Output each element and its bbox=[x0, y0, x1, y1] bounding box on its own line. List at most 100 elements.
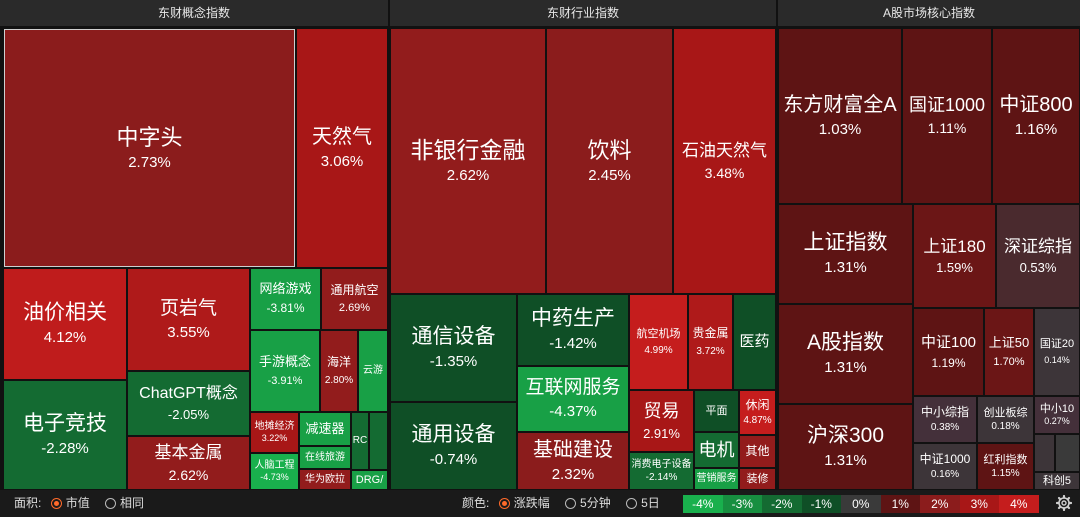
tile[interactable]: 基础建设 2.32% bbox=[517, 432, 629, 490]
tile[interactable]: 中药生产 -1.42% bbox=[517, 294, 629, 366]
tile[interactable]: 上证指数 1.31% bbox=[778, 204, 913, 304]
tile-name: 深证综指 bbox=[1004, 236, 1072, 256]
tile[interactable]: 地摊经济 3.22% bbox=[250, 412, 299, 453]
color-option-change[interactable]: 涨跌幅 bbox=[498, 496, 550, 510]
tile[interactable]: 华为欧拉 bbox=[299, 469, 351, 490]
tile[interactable]: 上证180 1.59% bbox=[913, 204, 996, 308]
tile-name: 上证50 bbox=[988, 334, 1030, 350]
tile[interactable]: 中小10 0.27% bbox=[1034, 396, 1080, 434]
tile[interactable]: 中证100 1.19% bbox=[913, 308, 984, 396]
tile-name: 人脑工程 bbox=[254, 459, 295, 471]
tile[interactable]: 人脑工程 -4.73% bbox=[250, 453, 299, 490]
color-option-5min[interactable]: 5分钟 bbox=[565, 496, 611, 510]
tile[interactable]: 国证1000 1.11% bbox=[902, 28, 992, 204]
tile[interactable]: 消费电子设备 -2.14% bbox=[629, 452, 694, 490]
tile[interactable]: 石油天然气 3.48% bbox=[673, 28, 776, 294]
area-option-equal[interactable]: 相同 bbox=[105, 496, 144, 510]
tile-change: 4.12% bbox=[43, 329, 87, 347]
tile[interactable]: 饮料 2.45% bbox=[546, 28, 673, 294]
tile-change: -4.73% bbox=[260, 472, 289, 483]
tile[interactable]: 贸易 2.91% bbox=[629, 390, 694, 452]
tile[interactable]: 红利指数 1.15% bbox=[977, 443, 1034, 490]
tile-name: 减速器 bbox=[305, 420, 345, 436]
tile-name: 通用航空 bbox=[330, 282, 379, 297]
tile-change: 1.03% bbox=[818, 120, 862, 138]
tile-name: 中药生产 bbox=[531, 307, 615, 331]
panel-title-industry: 东财行业指数 bbox=[390, 0, 776, 27]
tile[interactable]: 中证1000 0.16% bbox=[913, 443, 977, 490]
tile[interactable]: 网络游戏 -3.81% bbox=[250, 268, 321, 330]
tile[interactable]: 其他 bbox=[739, 435, 776, 468]
tile-name: 贸易 bbox=[643, 401, 680, 421]
legend-swatch: 4% bbox=[999, 495, 1039, 513]
tile-change: 1.59% bbox=[936, 260, 973, 276]
tile[interactable]: A股指数 1.31% bbox=[778, 304, 913, 404]
tile-name: 电子竞技 bbox=[23, 412, 107, 436]
tile[interactable]: RC bbox=[351, 412, 369, 470]
radio-icon bbox=[565, 498, 577, 509]
tile[interactable]: 天然气 3.06% bbox=[296, 28, 388, 268]
legend-swatch: -4% bbox=[683, 495, 723, 513]
tile-name: 其他 bbox=[745, 443, 770, 458]
tile-name: DRG/ bbox=[355, 473, 384, 486]
tile[interactable]: 非银行金融 2.62% bbox=[390, 28, 546, 294]
tile-name: 油价相关 bbox=[23, 301, 107, 325]
tile[interactable]: 航空机场 4.99% bbox=[629, 294, 688, 390]
tile-name: 在线旅游 bbox=[305, 451, 345, 463]
area-option-market-cap[interactable]: 市值 bbox=[50, 496, 90, 510]
tile[interactable]: 沪深300 1.31% bbox=[778, 404, 913, 490]
tile-change: 0.18% bbox=[991, 421, 1020, 433]
tile-name: 休闲 bbox=[745, 398, 770, 413]
radio-icon bbox=[498, 498, 510, 509]
tile[interactable] bbox=[1055, 434, 1080, 472]
gear-icon[interactable] bbox=[1056, 495, 1072, 511]
tile-change: 2.45% bbox=[588, 166, 631, 184]
tile[interactable]: 深证综指 0.53% bbox=[996, 204, 1080, 308]
tile[interactable]: 医药 bbox=[733, 294, 776, 390]
tile-change: 2.73% bbox=[128, 153, 171, 171]
area-mode-group: 面积: 市值 相同 bbox=[14, 490, 144, 517]
tile-change: -1.42% bbox=[549, 335, 597, 353]
tile-change: 0.16% bbox=[930, 468, 960, 480]
tile[interactable]: 营销服务 bbox=[694, 468, 739, 490]
tile-change: 1.19% bbox=[931, 355, 966, 370]
tile-name: 创业板综 bbox=[983, 406, 1028, 419]
tile[interactable]: 通用设备 -0.74% bbox=[390, 402, 517, 490]
tile[interactable]: ChatGPT概念 -2.05% bbox=[127, 371, 250, 436]
tile[interactable]: 上证50 1.70% bbox=[984, 308, 1034, 396]
tile[interactable]: 页岩气 3.55% bbox=[127, 268, 250, 371]
tile[interactable]: 科创5 bbox=[1034, 472, 1080, 490]
tile[interactable]: 中证800 1.16% bbox=[992, 28, 1080, 204]
tile[interactable]: DRG/ bbox=[351, 470, 388, 490]
color-option-5day[interactable]: 5日 bbox=[626, 496, 660, 510]
tile[interactable]: 海洋 2.80% bbox=[320, 330, 358, 412]
tile[interactable]: 创业板综 0.18% bbox=[977, 396, 1034, 443]
tile[interactable]: 减速器 bbox=[299, 412, 351, 446]
treemap: 中字头 2.73% 天然气 3.06% 油价相关 4.12% 页岩气 3.55% 电子竞技 -2.… bbox=[3, 28, 1080, 490]
tile[interactable]: 互联网服务 -4.37% bbox=[517, 366, 629, 432]
tile[interactable]: 通信设备 -1.35% bbox=[390, 294, 517, 402]
tile[interactable]: 通用航空 2.69% bbox=[321, 268, 388, 330]
tile[interactable]: 装修 bbox=[739, 468, 776, 490]
tile[interactable]: 平面 bbox=[694, 390, 739, 432]
tile[interactable]: 云游 bbox=[358, 330, 388, 412]
tile[interactable]: 油价相关 4.12% bbox=[3, 268, 127, 380]
tile-change: -2.05% bbox=[167, 407, 210, 423]
tile[interactable]: 电机 bbox=[694, 432, 739, 468]
tile[interactable]: 电子竞技 -2.28% bbox=[3, 380, 127, 490]
tile[interactable]: 国证20 0.14% bbox=[1034, 308, 1080, 396]
tile[interactable]: 休闲 4.87% bbox=[739, 390, 776, 435]
tile[interactable]: 中字头 2.73% bbox=[3, 28, 296, 268]
tile[interactable]: 中小综指 0.38% bbox=[913, 396, 977, 443]
tile[interactable]: 东方财富全A 1.03% bbox=[778, 28, 902, 204]
legend-swatch: 0% bbox=[841, 495, 881, 513]
tile[interactable] bbox=[369, 412, 388, 470]
tile-name: 互联网服务 bbox=[525, 377, 621, 399]
tile[interactable]: 手游概念 -3.91% bbox=[250, 330, 320, 412]
tile[interactable]: 贵金属 3.72% bbox=[688, 294, 733, 390]
tile[interactable]: 基本金属 2.62% bbox=[127, 436, 250, 490]
legend-swatch: -3% bbox=[722, 495, 762, 513]
tile-change: 1.15% bbox=[991, 468, 1020, 480]
tile[interactable]: 在线旅游 bbox=[299, 446, 351, 469]
tile[interactable] bbox=[1034, 434, 1055, 472]
